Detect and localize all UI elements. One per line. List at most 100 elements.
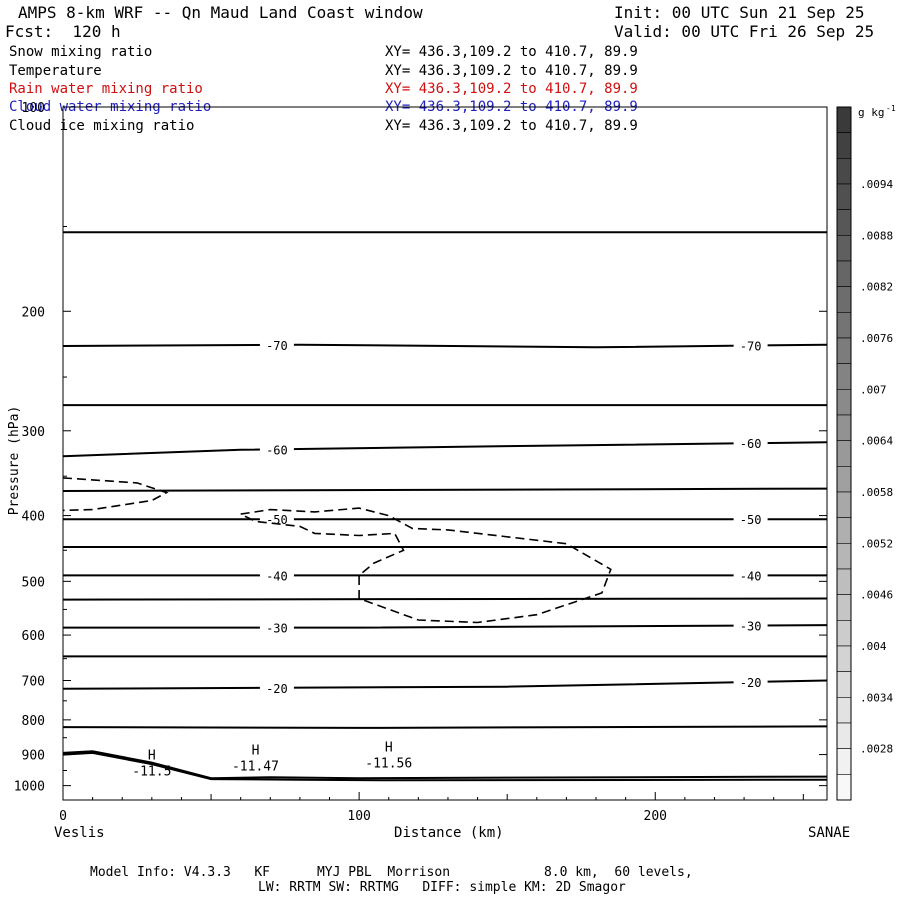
colorbar-segment	[836, 235, 852, 262]
colorbar-segment	[836, 440, 852, 467]
isotherm-label: -60	[266, 443, 288, 457]
init-time: Init: 00 UTC Sun 21 Sep 25	[614, 3, 865, 22]
y-tick-label: 400	[22, 510, 45, 525]
snow-contour	[62, 477, 169, 512]
colorbar-tick-label: .0034	[860, 691, 893, 704]
colorbar-segment	[836, 312, 852, 339]
valid-time: Valid: 00 UTC Fri 26 Sep 25	[614, 22, 875, 41]
colorbar-segment	[836, 671, 852, 698]
snow-contour	[238, 507, 612, 624]
colorbar-tick-label: .0028	[860, 743, 893, 756]
x-tick-label: 100	[347, 809, 370, 824]
colorbar-segment	[836, 158, 852, 185]
isotherm-label-bg	[259, 620, 294, 635]
colorbar-segment	[836, 132, 852, 159]
isotherm-label: -30	[740, 619, 762, 633]
isotherm-line	[62, 725, 828, 729]
header-title: AMPS 8-km WRF -- Qn Maud Land Coast wind…	[18, 3, 423, 22]
y-tick-label: 500	[22, 575, 45, 590]
colorbar-segment	[836, 517, 852, 544]
isotherm-label: -60	[740, 437, 762, 451]
colorbar-segment	[836, 337, 852, 364]
isotherm-label-bg	[733, 512, 768, 527]
colorbar-segment	[836, 722, 852, 749]
field-xy-snow: XY= 436.3,109.2 to 410.7, 89.9	[385, 44, 638, 60]
forecast-hour: Fcst: 120 h	[5, 22, 121, 41]
y-tick-label: 200	[22, 305, 45, 320]
field-xy-rain: XY= 436.3,109.2 to 410.7, 89.9	[385, 81, 638, 97]
field-name-temperature: Temperature	[9, 63, 102, 79]
isotherm-label-bg	[259, 337, 294, 352]
colorbar-tick-label: .0046	[860, 589, 893, 602]
high-marker: H	[252, 744, 260, 759]
colorbar-segment	[836, 568, 852, 595]
isotherm-label-bg	[259, 442, 294, 457]
field-name-rain: Rain water mixing ratio	[9, 81, 203, 97]
colorbar-segment	[836, 389, 852, 416]
y-tick-label: 600	[22, 629, 45, 644]
high-value: -11.47	[232, 760, 279, 775]
isotherm-label-bg	[733, 618, 768, 633]
isotherm-label: -40	[266, 569, 288, 583]
high-marker: H	[148, 748, 156, 763]
y-axis-label: Pressure (hPa)	[7, 406, 22, 516]
y-tick-label: 700	[22, 675, 45, 690]
isotherm-label: -70	[740, 340, 762, 354]
terrain-line	[62, 751, 828, 782]
colorbar-frame	[836, 106, 852, 801]
footer-physics-info: LW: RRTM SW: RRTMG DIFF: simple KM: 2D S…	[258, 880, 626, 895]
x-axis-label: Distance (km)	[394, 825, 504, 841]
isotherm-line	[62, 441, 828, 458]
colorbar-segment	[836, 260, 852, 287]
x-endpoint-right: SANAE	[808, 825, 850, 841]
x-endpoint-left: Veslis	[54, 825, 105, 841]
colorbar-segment	[836, 594, 852, 621]
colorbar-segment	[836, 645, 852, 672]
colorbar-segment	[836, 774, 852, 801]
colorbar-tick-label: .0094	[860, 178, 893, 191]
y-tick-label: 100	[22, 101, 45, 116]
colorbar-unit: g kg	[858, 106, 885, 119]
isotherm-line	[62, 679, 828, 690]
colorbar-tick-label: .0064	[860, 435, 893, 448]
high-value: -11.56	[365, 756, 412, 771]
colorbar-segment	[836, 748, 852, 775]
field-name-snow: Snow mixing ratio	[9, 44, 153, 60]
y-tick-label: 300	[22, 425, 45, 440]
isotherm-label-bg	[733, 568, 768, 583]
colorbar-segment	[836, 414, 852, 441]
terrain-line	[62, 750, 828, 780]
colorbar-tick-label: .0052	[860, 537, 893, 550]
colorbar-tick-label: .0082	[860, 281, 893, 294]
colorbar-segment	[836, 620, 852, 647]
y-tick-label: 900	[22, 749, 45, 764]
isotherm-label-bg	[259, 568, 294, 583]
y-tick-label: 1000	[14, 780, 45, 795]
colorbar-segment	[836, 466, 852, 493]
isotherm-label-bg	[733, 675, 768, 690]
high-marker: H	[385, 740, 393, 755]
footer-model-info: Model Info: V4.3.3 KF MYJ PBL Morrison 8…	[90, 865, 693, 880]
isotherm-label: -40	[740, 569, 762, 583]
field-xy-temperature: XY= 436.3,109.2 to 410.7, 89.9	[385, 63, 638, 79]
isotherm-label: -20	[740, 676, 762, 690]
colorbar-segment	[836, 183, 852, 210]
isotherm-label: -70	[266, 339, 288, 353]
colorbar-segment	[836, 286, 852, 313]
isotherm-label: -50	[740, 513, 762, 527]
isotherm-label-bg	[733, 436, 768, 451]
colorbar-segment	[836, 697, 852, 724]
colorbar-tick-label: .004	[860, 640, 887, 653]
x-tick-label: 0	[59, 809, 67, 824]
colorbar-tick-label: .0076	[860, 332, 893, 345]
colorbar-unit-exponent: -1	[886, 104, 896, 113]
colorbar-segment	[836, 106, 852, 133]
y-tick-label: 800	[22, 714, 45, 729]
isotherm-line	[62, 343, 828, 349]
field-name-cloud-ice: Cloud ice mixing ratio	[9, 118, 195, 134]
isotherm-line	[62, 597, 828, 601]
isotherm-label-bg	[259, 512, 294, 527]
colorbar-tick-label: .0088	[860, 229, 893, 242]
isotherm-label-bg	[733, 338, 768, 353]
